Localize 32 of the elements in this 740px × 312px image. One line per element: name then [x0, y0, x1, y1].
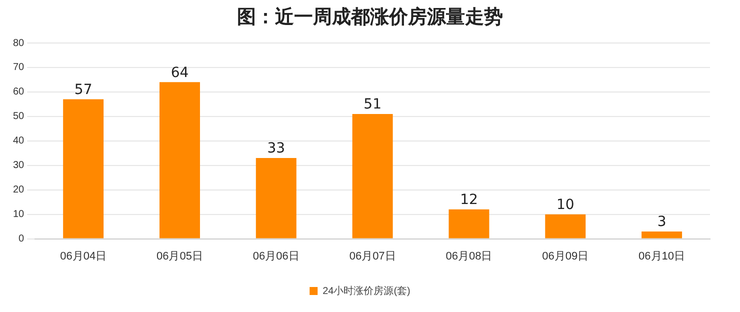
bar [545, 214, 586, 238]
y-tick-label: 80 [13, 38, 25, 49]
bar [352, 114, 393, 238]
bar [256, 158, 296, 238]
y-tick-label: 50 [13, 111, 25, 122]
data-label: 12 [460, 192, 478, 208]
x-tick-label: 06月06日 [252, 250, 300, 262]
y-tick-label: 30 [13, 160, 25, 172]
x-tick-label: 06月08日 [446, 250, 492, 262]
x-tick-label: 06月07日 [349, 250, 396, 262]
data-label: 64 [170, 64, 189, 81]
data-label: 3 [657, 214, 666, 230]
data-label: 57 [74, 82, 92, 98]
y-tick-label: 60 [13, 86, 25, 98]
bar [448, 209, 490, 238]
x-tick-label: 06月05日 [156, 250, 203, 262]
y-tick-label: 40 [13, 136, 25, 147]
data-label: 33 [267, 140, 286, 157]
chart-title: 图：近一周成都涨价房源量走势 [236, 5, 504, 30]
y-tick-label: 20 [13, 184, 25, 196]
legend-label: 24小时涨价房源(套) [322, 284, 410, 297]
data-label: 51 [364, 96, 382, 113]
bar [159, 82, 200, 238]
x-tick-label: 06月10日 [638, 250, 686, 262]
x-tick-label: 06月04日 [60, 250, 107, 262]
bar [63, 99, 104, 238]
y-tick-label: 10 [13, 209, 25, 220]
y-tick-label: 70 [13, 62, 25, 74]
bar [642, 231, 682, 238]
x-tick-label: 06月09日 [542, 250, 589, 262]
data-label: 10 [556, 196, 574, 213]
y-tick-label: 0 [18, 234, 25, 245]
